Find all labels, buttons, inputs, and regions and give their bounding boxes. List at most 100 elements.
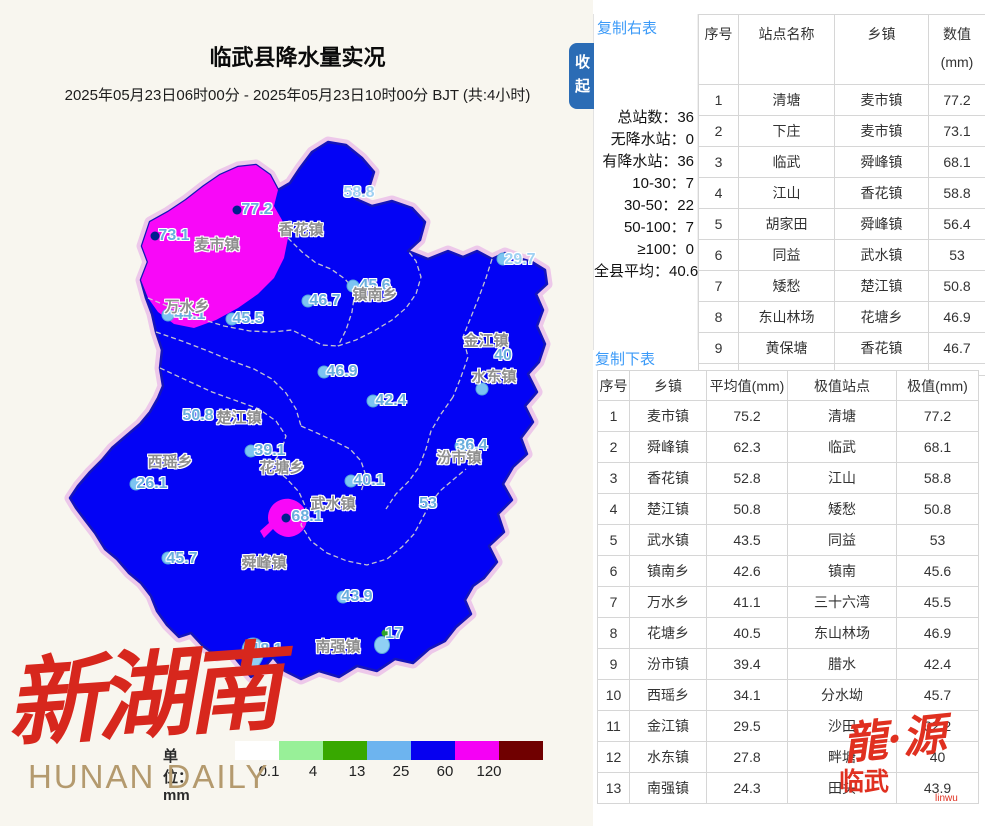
- table-cell: 舜峰镇: [629, 431, 707, 463]
- table-row: 4 楚江镇 50.8 矮愁 50.8: [597, 493, 979, 525]
- collapse-button[interactable]: 收起: [569, 43, 594, 109]
- table-cell: 6: [597, 555, 630, 587]
- table-row: 4 江山 香花镇 58.8: [698, 177, 985, 209]
- legend-tick-label: 60: [436, 763, 454, 780]
- legend-swatch: [499, 741, 543, 760]
- table-cell: 68.1: [896, 431, 979, 463]
- legend-swatch: [455, 741, 499, 760]
- table-cell: 29.5: [706, 710, 788, 742]
- table-cell: 58.8: [928, 177, 985, 209]
- table-cell: 清塘: [787, 400, 897, 432]
- table-cell: 麦市镇: [834, 84, 929, 116]
- table-row: 3 香花镇 52.8 江山 58.8: [597, 462, 979, 494]
- table-cell: 75.2: [706, 400, 788, 432]
- column-header: 乡镇: [629, 370, 707, 401]
- station-marker: [225, 312, 239, 326]
- table-cell: 香花镇: [629, 462, 707, 494]
- table-cell: 5: [597, 524, 630, 556]
- rain-value-label: 46.9: [326, 363, 358, 380]
- top-stations-table: 序号 站点名称 乡镇 数值 (mm) 1 清塘 麦市镇 77.2 2 下庄 麦市镇 73.1 3 临武 舜峰…: [698, 14, 985, 376]
- table-cell: 香花镇: [834, 332, 929, 364]
- table-cell: 12: [597, 741, 630, 773]
- rain-value-label: 50.8: [182, 407, 214, 424]
- rain-value-label: 43.9: [341, 588, 373, 605]
- time-range-subtitle: 2025年05月23日06时00分 - 2025年05月23日10时00分 BJ…: [64, 87, 531, 104]
- table-cell: 胡家田: [738, 208, 835, 240]
- stat-line: 无降水站：0: [610, 131, 694, 148]
- table-cell: 田头: [787, 772, 897, 804]
- table-row: 9 黄保塘 香花镇 46.7: [698, 332, 985, 364]
- legend-tick-label: 25: [392, 763, 410, 780]
- table-cell: 45.7: [896, 679, 979, 711]
- table-cell: 68.1: [928, 146, 985, 178]
- town-label: 麦市镇: [194, 236, 240, 254]
- table-cell: 7: [597, 586, 630, 618]
- table-cell: 46.7: [928, 332, 985, 364]
- stat-line: ≥100：0: [637, 241, 694, 258]
- town-label: 汾市镇: [436, 449, 482, 467]
- table-cell: 香花镇: [834, 177, 929, 209]
- table-cell: 10: [597, 679, 630, 711]
- table-row: 3 临武 舜峰镇 68.1: [698, 146, 985, 178]
- station-marker: [344, 474, 358, 488]
- table-row: 6 镇南乡 42.6 镇南 45.6: [597, 555, 979, 587]
- town-label: 武水镇: [310, 495, 356, 513]
- table-cell: 3: [597, 462, 630, 494]
- table-row: 5 武水镇 43.5 同益 53: [597, 524, 979, 556]
- copy-bottom-table-link[interactable]: 复制下表: [595, 351, 656, 368]
- stat-line: 30-50：22: [623, 197, 694, 214]
- legend-unit-label: 单位：mm: [163, 748, 194, 804]
- rain-value-label: 68.1: [291, 508, 323, 525]
- stat-line: 全县平均：40.6: [594, 263, 699, 280]
- table-cell: 矮愁: [787, 493, 897, 525]
- column-header: 站点名称: [738, 14, 835, 85]
- table-cell: 2: [698, 115, 739, 147]
- station-marker: [232, 205, 242, 215]
- table-cell: 56.4: [928, 208, 985, 240]
- table-cell: 13: [597, 772, 630, 804]
- table-cell: 麦市镇: [629, 400, 707, 432]
- rain-value-label: 73.1: [158, 227, 190, 244]
- table-cell: 50.8: [928, 270, 985, 302]
- table-cell: 楚江镇: [834, 270, 929, 302]
- table-row: 1 清塘 麦市镇 77.2: [698, 84, 985, 116]
- table-cell: 黄保塘: [738, 332, 835, 364]
- table-cell: 77.2: [896, 400, 979, 432]
- table-cell: 清塘: [738, 84, 835, 116]
- column-header: 乡镇: [834, 14, 929, 85]
- table-cell: 77.2: [928, 84, 985, 116]
- table-cell: 花塘乡: [629, 617, 707, 649]
- column-header: 数值 (mm): [928, 14, 985, 85]
- town-label: 西瑶乡: [147, 453, 193, 471]
- rain-value-label: 42.4: [375, 392, 407, 409]
- table-cell: 52.8: [706, 462, 788, 494]
- table-cell: 7: [698, 270, 739, 302]
- stat-line: 50-100：7: [623, 219, 694, 236]
- legend-tick-label: 0.1: [258, 763, 280, 780]
- table-cell: 腊水: [787, 648, 897, 680]
- table-cell: 楚江镇: [629, 493, 707, 525]
- table-cell: 50.8: [706, 493, 788, 525]
- table-row: 6 同益 武水镇 53: [698, 239, 985, 271]
- table-cell: 8: [698, 301, 739, 333]
- column-header: 序号: [597, 370, 630, 401]
- table-cell: 麦市镇: [834, 115, 929, 147]
- table-cell: 73.1: [928, 115, 985, 147]
- table-cell: 4: [698, 177, 739, 209]
- table-cell: 58.8: [896, 462, 979, 494]
- station-marker: [496, 252, 510, 266]
- summary-stats-list: 总站数：36 无降水站：0 有降水站：36 10-30：7 30-50：22 50-100…: [594, 107, 699, 283]
- town-label: 水东镇: [471, 368, 517, 386]
- rain-value-label: 77.2: [241, 201, 273, 218]
- legend-swatch: [367, 741, 411, 760]
- table-cell: 62.3: [706, 431, 788, 463]
- township-boundaries: [147, 237, 493, 566]
- rain-value-label: 58.8: [343, 184, 375, 201]
- table-cell: 46.9: [928, 301, 985, 333]
- table-cell: 5: [698, 208, 739, 240]
- stat-line: 10-30：7: [632, 175, 694, 192]
- copy-right-table-link[interactable]: 复制右表: [597, 20, 658, 37]
- table-row: 7 矮愁 楚江镇 50.8: [698, 270, 985, 302]
- table-cell: 沙田: [787, 710, 897, 742]
